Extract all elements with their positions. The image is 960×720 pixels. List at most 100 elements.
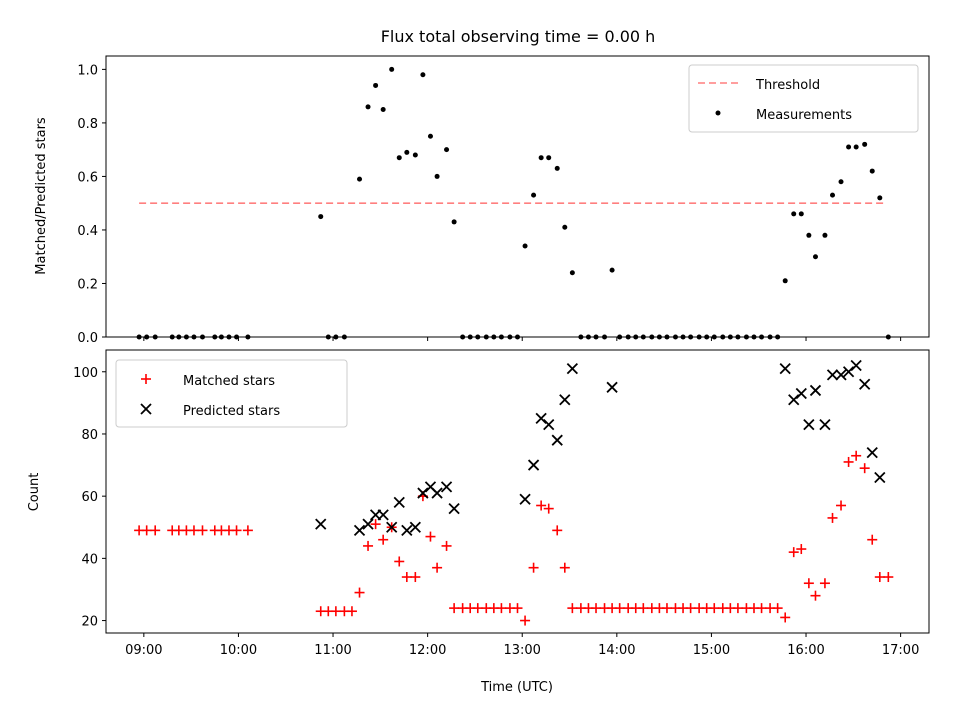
predicted-star-point — [566, 363, 579, 375]
predicted-star-point — [393, 496, 405, 509]
matched-star-point — [410, 572, 421, 583]
measurement-point — [554, 165, 560, 171]
measurement-point — [877, 195, 883, 201]
bottom-y-ticks: 20 40 60 80 100 — [73, 366, 106, 630]
matched-star-point — [780, 612, 791, 623]
chart-title: Flux total observing time = 0.00 h — [381, 27, 656, 46]
bottom-legend: Matched stars Predicted stars — [115, 359, 348, 428]
measurement-point — [404, 149, 410, 155]
predicted-star-point — [401, 524, 413, 537]
matched-star-point — [827, 512, 838, 523]
matched-star-point — [363, 540, 374, 551]
top-y-tick-label: 0.8 — [77, 117, 98, 132]
matched-star-point — [425, 531, 436, 542]
matched-star-point — [449, 603, 460, 614]
measurement-point — [357, 176, 363, 182]
x-tick-label: 17:00 — [882, 643, 919, 658]
matched-star-point — [591, 603, 602, 614]
predicted-star-point — [431, 487, 443, 499]
matched-star-point — [756, 603, 767, 614]
bottom-panel: 20 40 60 80 100 09:00 10:00 11:00 12:00 13:00 14:… — [27, 349, 930, 695]
predicted-star-point — [606, 381, 618, 393]
top-y-tick-label: 0.2 — [77, 277, 98, 292]
top-y-tick-label: 1.0 — [77, 63, 98, 78]
predicted-star-point — [803, 419, 815, 431]
matched-star-point — [242, 525, 253, 536]
top-legend: Threshold Measurements — [688, 64, 919, 133]
predicted-star-point — [842, 366, 855, 378]
x-tick-label: 11:00 — [314, 643, 351, 658]
measurement-point — [846, 144, 852, 150]
bottom-y-tick-label: 40 — [81, 552, 98, 567]
measurement-point — [562, 224, 568, 230]
top-y-tick-label: 0.6 — [77, 170, 98, 185]
top-y-axis-label: Matched/Predicted stars — [34, 117, 49, 275]
matched-star-point — [472, 603, 483, 614]
predicted-star-point — [409, 521, 421, 533]
matched-star-point — [512, 603, 523, 614]
matched-star-point — [859, 463, 870, 474]
bottom-y-axis-label: Count — [27, 473, 42, 512]
measurement-point — [412, 152, 418, 158]
predicted-star-point — [826, 369, 839, 381]
predicted-star-point — [519, 493, 531, 505]
legend-measurements-swatch — [715, 110, 721, 116]
measurement-point — [451, 219, 457, 225]
matched-star-point — [441, 540, 452, 551]
matched-star-point — [638, 603, 649, 614]
matched-star-point — [810, 590, 821, 601]
measurement-point — [546, 155, 552, 161]
matched-star-point — [141, 525, 152, 536]
matched-star-point — [346, 606, 357, 617]
x-tick-label: 14:00 — [598, 643, 635, 658]
bottom-x-ticks: 09:00 10:00 11:00 12:00 13:00 14:00 15:00 16:00… — [125, 633, 919, 658]
matched-star-point — [788, 547, 799, 558]
measurement-point — [373, 82, 379, 88]
measurement-point — [420, 72, 426, 78]
matched-star-point — [150, 525, 161, 536]
matched-star-point — [188, 525, 199, 536]
measurement-point — [782, 278, 788, 284]
matched-star-point — [732, 603, 743, 614]
measurement-point — [862, 141, 868, 147]
matched-star-point — [819, 578, 830, 589]
predicted-star-point — [377, 509, 389, 521]
matched-star-point — [867, 534, 878, 545]
matched-star-point — [803, 578, 814, 589]
top-y-ticks: 0.0 0.2 0.4 0.6 0.8 1.0 — [77, 63, 106, 346]
top-data-layer — [136, 66, 891, 340]
predicted-star-point — [315, 518, 327, 530]
measurement-point — [569, 270, 575, 276]
predicted-star-point — [527, 459, 540, 471]
matched-star-point — [354, 587, 365, 598]
matched-star-point — [378, 534, 389, 545]
measurement-point — [538, 155, 544, 161]
x-tick-label: 09:00 — [125, 643, 162, 658]
predicted-star-point — [788, 394, 800, 406]
measurement-point — [434, 173, 440, 179]
bottom-y-tick-label: 80 — [81, 428, 98, 443]
measurement-point — [830, 192, 836, 198]
predicted-star-point — [809, 384, 822, 397]
bottom-legend-box — [115, 359, 348, 428]
predicted-star-point — [362, 518, 374, 530]
matched-star-point — [528, 562, 539, 573]
predicted-star-point — [850, 359, 862, 372]
matched-star-point — [567, 603, 578, 614]
x-tick-label: 12:00 — [409, 643, 446, 658]
predicted-star-point — [859, 378, 871, 390]
legend-predicted-swatch — [140, 403, 152, 415]
x-tick-label: 13:00 — [503, 643, 540, 658]
measurement-point — [869, 168, 875, 174]
top-axes-frame — [105, 55, 930, 338]
measurement-point — [609, 267, 615, 273]
measurement-point — [531, 192, 537, 198]
top-panel: 0.0 0.2 0.4 0.6 0.8 1.0 Matched/Predicted sta… — [34, 55, 930, 346]
matched-star-point — [401, 572, 412, 583]
measurement-point — [396, 155, 402, 161]
measurement-point — [853, 144, 859, 150]
top-x-ticks — [143, 337, 902, 341]
matched-star-point — [394, 556, 405, 567]
matched-star-point — [851, 450, 862, 461]
legend-predicted-label: Predicted stars — [183, 404, 280, 419]
